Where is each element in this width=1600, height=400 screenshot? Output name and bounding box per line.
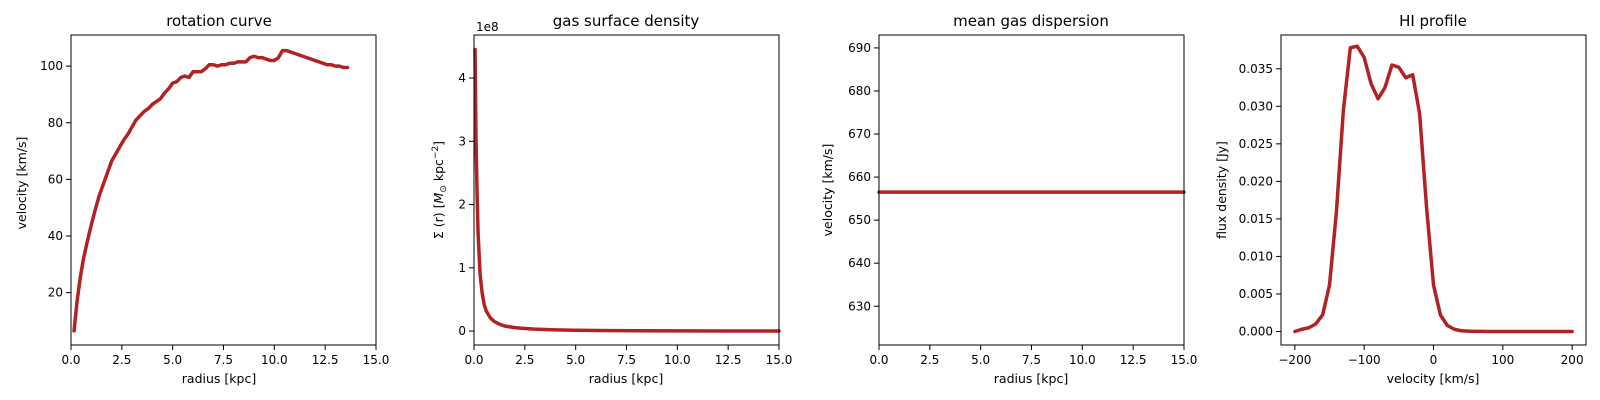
panel-1-ytick-label: 80: [48, 116, 63, 130]
panel-mean-gas-dispersion: mean gas dispersion radius [kpc] velocit…: [820, 12, 1197, 386]
panel-hi-profile: HI profile velocity [km/s] flux density …: [1214, 12, 1587, 386]
panel-3-xtick-label: 5.0: [971, 353, 990, 367]
panel-4-ytick-label: 0.005: [1239, 287, 1273, 301]
panel-1-xtick-label: 5.0: [163, 353, 182, 367]
panel-2-xtick-label: 12.5: [715, 353, 742, 367]
panel-1-frame: [70, 34, 377, 346]
panel-1-xtick-label: 2.5: [112, 353, 131, 367]
panel-1-xlabel: radius [kpc]: [182, 371, 256, 386]
panel-2-ylabel-math: M: [431, 192, 446, 203]
panel-3-ytick-label: 660: [848, 170, 871, 184]
panel-4-frame: [1280, 34, 1587, 346]
panel-3-ytick-label: 640: [848, 256, 871, 270]
panel-2-ylabel-prefix: Σ (r) [: [431, 203, 446, 239]
panel-2-ytick-label: 3: [458, 134, 466, 148]
panel-3-xtick-label: 0.0: [869, 353, 888, 367]
panel-2-offset-text: 1e8: [476, 20, 499, 34]
panel-4-ytick-label: 0.015: [1239, 212, 1273, 226]
panel-4-title: HI profile: [1399, 12, 1467, 30]
panel-2-xtick-label: 10.0: [664, 353, 691, 367]
panel-4-ylabel: flux density [Jy]: [1214, 141, 1229, 239]
panel-4-ytick-label: 0.020: [1239, 174, 1273, 188]
panel-4-xtick-label: −100: [1348, 353, 1381, 367]
panel-1-xtick-label: 10.0: [261, 353, 288, 367]
panel-1-xtick-label: 15.0: [363, 353, 390, 367]
panel-2-frame: [473, 34, 780, 346]
panel-4-ytick-label: 0.025: [1239, 137, 1273, 151]
panel-2-title: gas surface density: [553, 12, 700, 30]
panel-1-ytick-label: 100: [40, 59, 63, 73]
panel-3-xtick-label: 2.5: [920, 353, 939, 367]
panel-2-xlabel: radius [kpc]: [589, 371, 663, 386]
panel-3-xtick-label: 12.5: [1120, 353, 1147, 367]
panel-1-xtick-label: 0.0: [61, 353, 80, 367]
panel-3-ylabel: velocity [km/s]: [820, 144, 835, 237]
panel-2-xtick-label: 15.0: [766, 353, 793, 367]
panel-3-xlabel: radius [kpc]: [994, 371, 1068, 386]
panel-1-ylabel: velocity [km/s]: [14, 137, 29, 230]
panel-1-title: rotation curve: [166, 12, 272, 30]
panel-3-xtick-label: 7.5: [1022, 353, 1041, 367]
panel-4-xtick-label: 200: [1561, 353, 1584, 367]
panel-2-xtick-label: 7.5: [617, 353, 636, 367]
panel-2-ytick-label: 4: [458, 71, 466, 85]
panel-2-ylabel: Σ (r) [M⊙ kpc−2]: [431, 141, 449, 239]
panel-2-ylabel-sub: ⊙: [439, 185, 449, 193]
panel-4-xlabel: velocity [km/s]: [1387, 371, 1480, 386]
panel-3-xtick-label: 15.0: [1171, 353, 1198, 367]
panel-1-series-line: [72, 48, 350, 333]
panel-4-xtick-label: −200: [1278, 353, 1311, 367]
panel-1-ytick-label: 40: [48, 229, 63, 243]
panel-2-ylabel-unit: kpc: [431, 159, 446, 185]
panel-2-ylabel-sup: −2: [431, 146, 441, 159]
panel-4-ytick-label: 0.030: [1239, 99, 1273, 113]
panel-4-ytick-label: 0.000: [1239, 324, 1273, 338]
panel-4-xtick-label: 0: [1430, 353, 1438, 367]
panel-2-ytick-label: 1: [458, 261, 466, 275]
panel-3-ytick-label: 670: [848, 127, 871, 141]
panel-2-series-line: [473, 47, 781, 333]
panel-3-title: mean gas dispersion: [953, 12, 1109, 30]
panel-3-ytick-label: 690: [848, 41, 871, 55]
panel-4-ytick-label: 0.035: [1239, 62, 1273, 76]
panel-2-ylabel-suffix: ]: [431, 141, 446, 146]
panel-2-xtick-label: 0.0: [464, 353, 483, 367]
panel-3-frame: [878, 34, 1185, 346]
panel-3-ytick-label: 630: [848, 299, 871, 313]
panel-2-ytick-label: 2: [458, 198, 466, 212]
panel-4-series-line: [1293, 44, 1574, 334]
panel-rotation-curve: rotation curve radius [kpc] velocity [km…: [14, 12, 389, 386]
panel-gas-surface-density: gas surface density 1e8 radius [kpc] Σ (…: [431, 12, 792, 386]
panel-2-xtick-label: 2.5: [515, 353, 534, 367]
panel-4-ytick-label: 0.010: [1239, 249, 1273, 263]
panel-3-xtick-label: 10.0: [1069, 353, 1096, 367]
panel-4-xtick-label: 100: [1491, 353, 1514, 367]
panel-1-xtick-label: 12.5: [312, 353, 339, 367]
panel-2-ytick-label: 0: [458, 324, 466, 338]
panel-1-ytick-label: 60: [48, 172, 63, 186]
panel-1-xtick-label: 7.5: [214, 353, 233, 367]
panel-3-ytick-label: 680: [848, 84, 871, 98]
panel-3-ytick-label: 650: [848, 213, 871, 227]
panel-1-ytick-label: 20: [48, 286, 63, 300]
panel-2-xtick-label: 5.0: [566, 353, 585, 367]
